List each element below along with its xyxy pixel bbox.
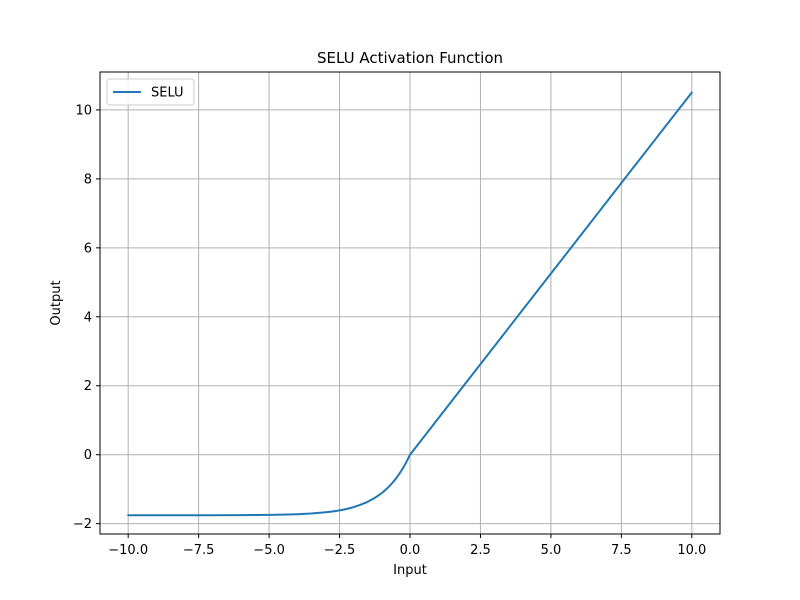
x-tick-label: 7.5	[611, 543, 632, 558]
legend-box	[106, 78, 195, 106]
y-axis-title: Output	[49, 280, 64, 325]
y-tick-label: 8	[84, 172, 92, 187]
x-tick-label: 2.5	[470, 543, 491, 558]
chart-title: SELU Activation Function	[317, 49, 503, 67]
legend-label-selu: SELU	[151, 86, 184, 101]
x-tick-label: −5.0	[253, 543, 285, 558]
y-tick-label: 0	[84, 448, 92, 463]
x-tick-label: −2.5	[324, 543, 356, 558]
x-tick-label: 10.0	[677, 543, 706, 558]
y-tick-label: 6	[84, 241, 92, 256]
y-tick-label: 2	[84, 379, 92, 394]
legend: SELU	[106, 78, 195, 106]
series-line-selu	[127, 91, 693, 517]
y-tick-label: −2	[73, 517, 92, 532]
y-tick-label: 10	[75, 103, 92, 118]
tick-layer: −10.0 −7.5 −5.0 −2.5 0.0 2.5 5.0 7.5 10.0 −2 0 2 4 6 8…	[73, 103, 706, 558]
x-axis-title: Input	[393, 563, 427, 578]
y-tick-label: 4	[84, 310, 92, 325]
x-tick-label: 5.0	[541, 543, 562, 558]
x-tick-label: −7.5	[183, 543, 215, 558]
series-layer	[127, 91, 693, 517]
x-tick-label: 0.0	[400, 543, 421, 558]
x-tick-label: −10.0	[108, 543, 148, 558]
